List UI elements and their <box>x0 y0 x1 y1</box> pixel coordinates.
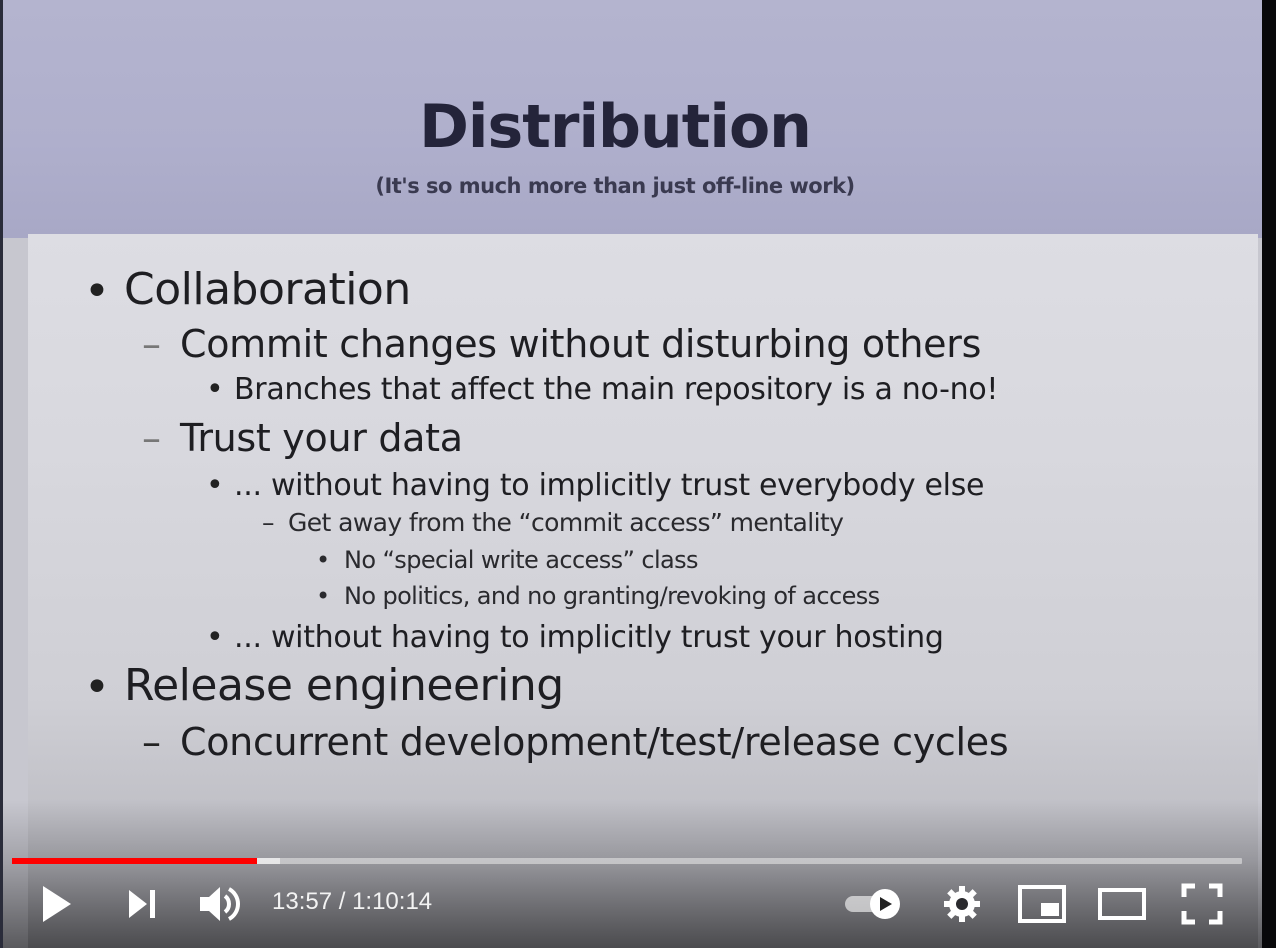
progress-bar[interactable] <box>12 858 1242 864</box>
next-icon <box>126 888 158 920</box>
bullet-marker: • <box>206 372 224 407</box>
sub-commit-access: Get away from the “commit access” mental… <box>288 508 844 537</box>
bullet-marker: • <box>84 266 110 317</box>
bullet-marker: • <box>206 468 224 503</box>
slide-header: Distribution (It's so much more than jus… <box>0 0 1262 238</box>
dash-marker: – <box>142 720 161 764</box>
miniplayer-icon <box>1017 884 1067 924</box>
sub-politics: No politics, and no granting/revoking of… <box>344 582 880 610</box>
video-left-edge <box>0 0 3 948</box>
play-button[interactable] <box>30 878 82 930</box>
scrollbar-edge <box>1262 0 1276 948</box>
bullet-release-engineering: Release engineering <box>124 660 564 711</box>
dash-marker: – <box>142 416 161 460</box>
sub-commit-changes: Commit changes without disturbing others <box>180 322 982 366</box>
sub-trust-data: Trust your data <box>180 416 463 460</box>
sub-trust-everybody: ... without having to implicitly trust e… <box>234 468 985 503</box>
bullet-marker: • <box>206 620 224 655</box>
progress-played <box>12 858 257 864</box>
fullscreen-button[interactable] <box>1176 880 1228 928</box>
sub-write-access: No “special write access” class <box>344 546 699 574</box>
volume-icon <box>198 883 242 925</box>
slide-title: Distribution <box>419 92 812 162</box>
volume-button[interactable] <box>192 878 248 930</box>
dash-marker: – <box>142 322 161 366</box>
bullet-marker: • <box>316 546 330 574</box>
time-display: 13:57 / 1:10:14 <box>272 888 433 915</box>
sub-concurrent-development: Concurrent development/test/release cycl… <box>180 720 1009 764</box>
theater-mode-button[interactable] <box>1094 880 1150 928</box>
autoplay-toggle-icon <box>843 887 903 921</box>
play-icon <box>39 884 73 924</box>
gear-icon <box>942 884 982 924</box>
dash-marker: – <box>262 508 275 537</box>
fullscreen-icon <box>1181 883 1223 925</box>
bullet-collaboration: Collaboration <box>124 264 411 315</box>
bullet-marker: • <box>316 582 330 610</box>
miniplayer-button[interactable] <box>1014 880 1070 928</box>
controls-gradient <box>0 800 1262 948</box>
bullet-marker: • <box>84 662 110 713</box>
settings-button[interactable] <box>938 880 986 928</box>
next-button[interactable] <box>118 880 166 928</box>
sub-trust-hosting: ... without having to implicitly trust y… <box>234 620 944 655</box>
sub-branches: Branches that affect the main repository… <box>234 372 999 407</box>
slide-subtitle: (It's so much more than just off-line wo… <box>375 174 855 198</box>
theater-mode-icon <box>1097 887 1147 921</box>
autoplay-toggle[interactable] <box>842 884 904 924</box>
